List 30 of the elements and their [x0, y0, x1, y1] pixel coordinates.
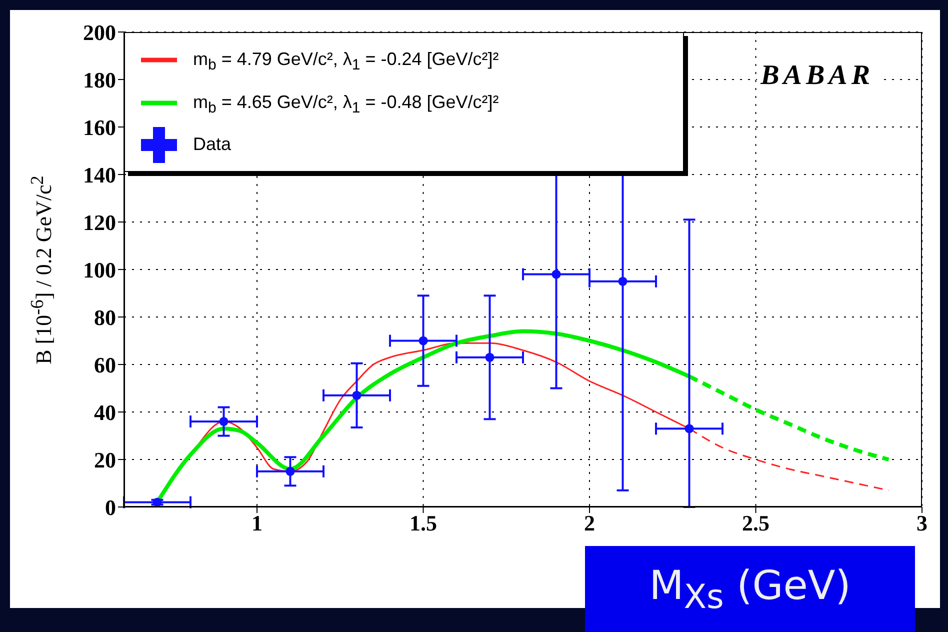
y-tick-label: 160 [83, 114, 116, 140]
point [219, 416, 228, 426]
y-tick-label: 80 [94, 304, 116, 330]
point [618, 276, 628, 286]
y-tick-label: 100 [83, 257, 116, 282]
y-tick-label: 180 [83, 67, 116, 92]
point [352, 390, 362, 400]
legend-label: m$_{b}$ = 4.65 GeV/c², λ$_{1}$ = -0.48 [GeV/c²]² [193, 92, 499, 116]
point [418, 336, 428, 346]
point [485, 352, 494, 362]
y-tick-label: 40 [94, 400, 116, 425]
point [684, 424, 694, 434]
x-tick-label: 3 [916, 510, 928, 536]
y-tick-label: 120 [83, 210, 116, 235]
annotation: BABAR [756, 60, 878, 92]
x-tick-label: 1 [252, 510, 262, 536]
y-tick-label: 20 [94, 447, 116, 472]
y-tick-label: 60 [94, 352, 116, 378]
legend-label: Data [193, 134, 232, 154]
x-tick-label: 2 [584, 510, 595, 536]
y-tick-label: 200 [83, 20, 116, 45]
y-tick-label: 140 [83, 162, 116, 188]
x-tick-label: 1.5 [410, 510, 437, 536]
point [286, 466, 295, 476]
point [552, 270, 561, 279]
x-axis-title: M$_{Xs}$ (GeV) [649, 562, 851, 616]
y-tick-label: 0 [105, 494, 116, 520]
legend-label: m$_{b}$ = 4.79 GeV/c², λ$_{1}$ = -0.24 [GeV/c²]² [193, 49, 499, 74]
point [152, 498, 162, 507]
x-tick-label: 2.5 [742, 510, 770, 536]
